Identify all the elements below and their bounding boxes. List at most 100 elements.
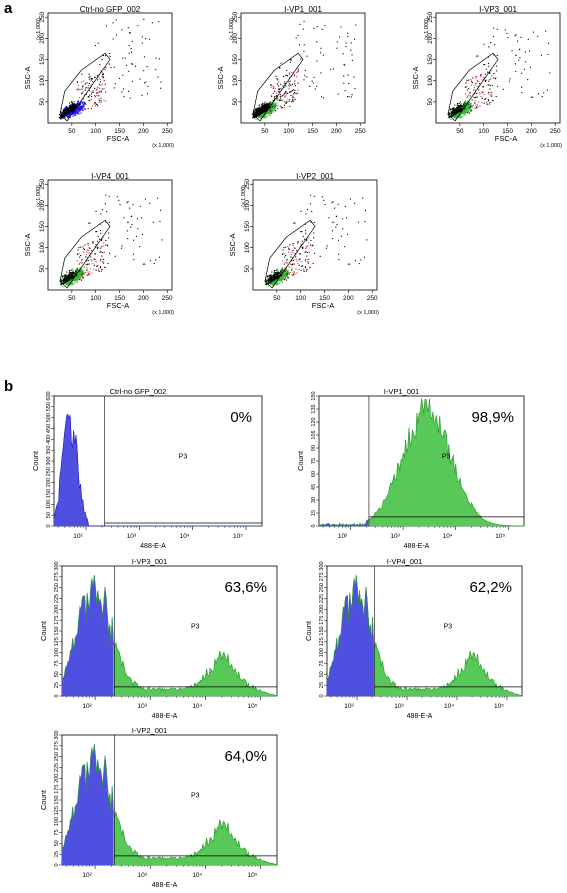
event-dot	[68, 111, 70, 113]
event-dot	[76, 81, 78, 83]
event-dot	[492, 99, 494, 101]
event-dot	[478, 89, 480, 91]
event-dot	[491, 84, 493, 86]
event-dot	[280, 88, 282, 90]
event-dot	[94, 87, 96, 90]
event-dot	[294, 93, 296, 95]
event-dot	[297, 70, 299, 72]
event-dot	[285, 95, 287, 97]
event-dot	[267, 107, 269, 109]
event-dot	[291, 101, 293, 103]
event-dot	[83, 248, 85, 251]
event-dot	[76, 281, 78, 283]
event-dot	[255, 114, 257, 116]
event-dot	[259, 112, 261, 114]
event-dot	[63, 109, 65, 112]
y-tick-label: 200	[232, 33, 239, 44]
event-dot	[295, 37, 297, 39]
event-dot	[288, 72, 291, 74]
event-dot	[268, 112, 270, 115]
event-dot	[477, 106, 479, 108]
event-dot	[293, 93, 295, 95]
event-dot	[447, 116, 449, 118]
event-dot	[108, 221, 110, 224]
event-dot	[306, 55, 308, 57]
event-dot	[268, 103, 270, 105]
event-dot	[72, 278, 74, 280]
event-dot	[88, 78, 90, 80]
event-dot	[80, 101, 83, 103]
event-dot	[158, 58, 161, 60]
event-dot	[71, 114, 74, 116]
event-dot	[76, 113, 78, 115]
event-dot	[460, 110, 462, 112]
event-dot	[131, 215, 133, 217]
x-tick-label: 150	[307, 128, 318, 135]
gate-polygon	[252, 52, 304, 122]
event-dot	[69, 102, 71, 104]
event-dot	[155, 259, 157, 261]
event-dot	[476, 85, 478, 87]
event-dot	[537, 35, 539, 37]
event-dot	[78, 111, 80, 113]
event-dot	[131, 51, 133, 53]
event-dot	[77, 85, 80, 87]
event-dot	[102, 77, 104, 79]
event-dot	[451, 114, 453, 116]
event-dot	[483, 64, 485, 66]
event-dot	[73, 275, 75, 277]
event-dot	[89, 247, 91, 250]
event-dot	[259, 104, 261, 106]
x-tick-label: 50	[68, 128, 76, 135]
event-dot	[268, 102, 271, 104]
event-dot	[476, 75, 478, 78]
event-dot	[79, 110, 81, 112]
event-dot	[68, 280, 70, 282]
event-dot	[88, 271, 91, 273]
event-dot	[284, 83, 286, 85]
event-dot	[66, 275, 68, 277]
event-dot	[298, 44, 301, 46]
event-dot	[269, 105, 271, 107]
event-dot	[65, 275, 67, 277]
event-dot	[262, 107, 264, 110]
event-dot	[458, 109, 460, 111]
event-dot	[82, 85, 84, 87]
event-dot	[467, 109, 470, 111]
event-dot	[466, 96, 468, 98]
event-dot	[288, 101, 290, 103]
event-dot	[504, 29, 506, 31]
event-dot	[85, 93, 87, 96]
event-dot	[259, 107, 261, 109]
event-dot	[269, 110, 271, 112]
event-dot	[286, 92, 288, 94]
x-tick-label: 250	[162, 295, 173, 302]
event-dot	[106, 245, 108, 247]
event-dot	[475, 82, 477, 84]
event-dot	[71, 102, 73, 104]
event-dot	[262, 107, 264, 109]
event-dot	[461, 106, 463, 108]
event-dot	[482, 79, 484, 81]
y-tick-label: 100	[244, 242, 251, 253]
event-dot	[454, 108, 456, 110]
event-dot	[76, 107, 78, 109]
event-dot	[348, 96, 350, 98]
event-dot	[81, 259, 83, 261]
event-dot	[61, 279, 63, 281]
event-dot	[87, 107, 89, 110]
event-dot	[264, 101, 266, 103]
event-dot	[493, 77, 495, 79]
event-dot	[64, 107, 66, 109]
event-dot	[62, 110, 64, 112]
event-dot	[283, 104, 285, 106]
event-dot	[77, 113, 79, 115]
event-dot	[77, 108, 79, 110]
event-dot	[79, 276, 82, 278]
event-dot	[77, 270, 79, 272]
event-dot	[81, 277, 84, 279]
event-dot	[104, 266, 106, 268]
event-dot	[466, 96, 468, 98]
event-dot	[266, 111, 268, 113]
event-dot	[80, 274, 82, 276]
